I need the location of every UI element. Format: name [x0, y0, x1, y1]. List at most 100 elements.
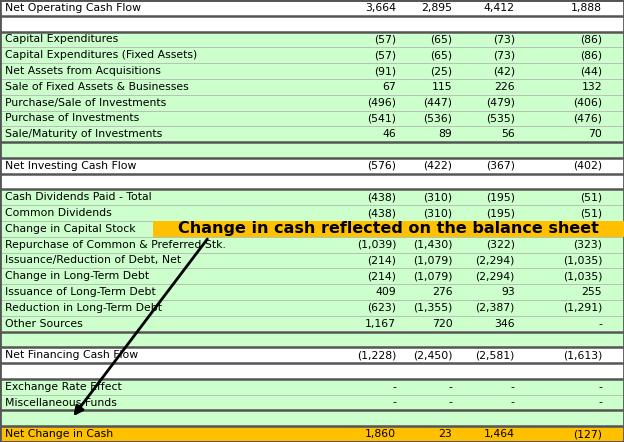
- Bar: [0, 31, 624, 47]
- Text: Other Sources: Other Sources: [5, 319, 83, 328]
- Bar: [0, 221, 624, 237]
- Text: (214): (214): [368, 271, 396, 281]
- Text: Capital Expenditures (Fixed Assets): Capital Expenditures (Fixed Assets): [5, 50, 197, 60]
- Text: (310): (310): [423, 208, 452, 218]
- Text: (1,039): (1,039): [357, 240, 396, 250]
- Text: 115: 115: [432, 82, 452, 92]
- Bar: [0, 363, 624, 379]
- Text: (1,430): (1,430): [413, 240, 452, 250]
- Text: (1,228): (1,228): [357, 350, 396, 360]
- Text: 132: 132: [582, 82, 602, 92]
- Text: Sale/Maturity of Investments: Sale/Maturity of Investments: [5, 129, 162, 139]
- Text: (91): (91): [374, 66, 396, 76]
- Bar: [0, 95, 624, 110]
- Text: Change in cash reflected on the balance sheet: Change in cash reflected on the balance …: [178, 221, 599, 236]
- Text: -: -: [598, 319, 602, 328]
- Bar: [0, 205, 624, 221]
- Text: (541): (541): [368, 114, 396, 123]
- Text: (310): (310): [423, 192, 452, 202]
- Bar: [0, 126, 624, 142]
- Text: (65): (65): [431, 50, 452, 60]
- Bar: [0, 47, 624, 63]
- Text: (2,450): (2,450): [413, 350, 452, 360]
- Text: 1,860: 1,860: [365, 429, 396, 439]
- Text: (1,035): (1,035): [563, 271, 602, 281]
- Text: -: -: [598, 397, 602, 408]
- Text: (406): (406): [573, 98, 602, 107]
- Text: (447): (447): [424, 98, 452, 107]
- Bar: [0, 63, 624, 79]
- Text: Miscellaneous Funds: Miscellaneous Funds: [5, 397, 117, 408]
- Text: 276: 276: [432, 287, 452, 297]
- Text: (25): (25): [431, 66, 452, 76]
- Text: (2,294): (2,294): [475, 255, 515, 266]
- Text: Net Change in Cash: Net Change in Cash: [5, 429, 113, 439]
- Text: Change in Long-Term Debt: Change in Long-Term Debt: [5, 271, 149, 281]
- Text: (476): (476): [573, 114, 602, 123]
- Text: (479): (479): [486, 98, 515, 107]
- Text: -: -: [598, 382, 602, 392]
- Bar: [0, 158, 624, 174]
- Text: (73): (73): [493, 34, 515, 45]
- Bar: [0, 284, 624, 300]
- Text: 4,412: 4,412: [484, 3, 515, 13]
- Text: Cash Dividends Paid - Total: Cash Dividends Paid - Total: [5, 192, 152, 202]
- Text: Net Financing Cash Flow: Net Financing Cash Flow: [5, 350, 138, 360]
- Text: 89: 89: [439, 129, 452, 139]
- Text: 720: 720: [432, 319, 452, 328]
- Text: 2,895: 2,895: [421, 3, 452, 13]
- Bar: [0, 0, 624, 16]
- Bar: [0, 16, 624, 31]
- Text: (367): (367): [486, 161, 515, 171]
- Text: (214): (214): [368, 255, 396, 266]
- Bar: [0, 300, 624, 316]
- Text: (86): (86): [580, 50, 602, 60]
- Text: 56: 56: [501, 129, 515, 139]
- Text: 67: 67: [383, 82, 396, 92]
- Text: (1,291): (1,291): [563, 303, 602, 313]
- Bar: [0, 252, 624, 268]
- Text: (1,613): (1,613): [563, 350, 602, 360]
- Text: Exchange Rate Effect: Exchange Rate Effect: [5, 382, 122, 392]
- Text: (65): (65): [431, 34, 452, 45]
- Text: Net Assets from Acquisitions: Net Assets from Acquisitions: [5, 66, 161, 76]
- Bar: [0, 237, 624, 252]
- Bar: [0, 190, 624, 205]
- Text: -: -: [392, 397, 396, 408]
- Text: (42): (42): [493, 66, 515, 76]
- Text: 1,464: 1,464: [484, 429, 515, 439]
- Text: (51): (51): [580, 208, 602, 218]
- Text: 255: 255: [582, 287, 602, 297]
- Text: Capital Expenditures: Capital Expenditures: [5, 34, 118, 45]
- Text: (576): (576): [368, 161, 396, 171]
- Text: (438): (438): [368, 208, 396, 218]
- Text: -: -: [449, 382, 452, 392]
- Bar: [0, 426, 624, 442]
- Text: (496): (496): [368, 98, 396, 107]
- Text: 70: 70: [588, 129, 602, 139]
- Text: (44): (44): [580, 66, 602, 76]
- Bar: [0, 110, 624, 126]
- Text: (438): (438): [368, 192, 396, 202]
- Text: (535): (535): [486, 114, 515, 123]
- Text: (2,581): (2,581): [475, 350, 515, 360]
- Bar: [0, 395, 624, 411]
- Text: 409: 409: [376, 287, 396, 297]
- Text: 3,664: 3,664: [365, 3, 396, 13]
- Bar: [0, 316, 624, 332]
- Text: (86): (86): [580, 34, 602, 45]
- Text: Purchase/Sale of Investments: Purchase/Sale of Investments: [5, 98, 166, 107]
- Text: 346: 346: [494, 319, 515, 328]
- Text: (2,387): (2,387): [475, 303, 515, 313]
- Text: 23: 23: [439, 429, 452, 439]
- Text: Change in Capital Stock: Change in Capital Stock: [5, 224, 135, 234]
- Text: (1,035): (1,035): [563, 255, 602, 266]
- Text: (402): (402): [573, 161, 602, 171]
- Text: (323): (323): [573, 240, 602, 250]
- Text: (1,355): (1,355): [413, 303, 452, 313]
- Text: Sale of Fixed Assets & Businesses: Sale of Fixed Assets & Businesses: [5, 82, 188, 92]
- Text: (51): (51): [580, 192, 602, 202]
- Text: (1,079): (1,079): [413, 271, 452, 281]
- Text: Net Investing Cash Flow: Net Investing Cash Flow: [5, 161, 137, 171]
- Text: -: -: [392, 382, 396, 392]
